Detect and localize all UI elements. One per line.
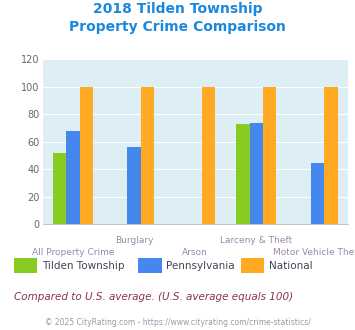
- Text: Compared to U.S. average. (U.S. average equals 100): Compared to U.S. average. (U.S. average …: [14, 292, 293, 302]
- Text: All Property Crime: All Property Crime: [32, 248, 114, 257]
- Bar: [127, 148, 141, 224]
- Bar: [202, 87, 215, 224]
- Text: Arson: Arson: [182, 248, 208, 257]
- Text: Tilden Township: Tilden Township: [42, 261, 124, 271]
- Text: National: National: [269, 261, 313, 271]
- Text: Burglary: Burglary: [115, 236, 153, 245]
- Bar: [250, 123, 263, 224]
- Text: Motor Vehicle Theft: Motor Vehicle Theft: [273, 248, 355, 257]
- Bar: [80, 87, 93, 224]
- Text: Pennsylvania: Pennsylvania: [166, 261, 235, 271]
- Text: © 2025 CityRating.com - https://www.cityrating.com/crime-statistics/: © 2025 CityRating.com - https://www.city…: [45, 318, 310, 327]
- Bar: [236, 124, 250, 224]
- Bar: [263, 87, 277, 224]
- Text: 2018 Tilden Township: 2018 Tilden Township: [93, 2, 262, 16]
- Bar: [66, 131, 80, 224]
- Text: Larceny & Theft: Larceny & Theft: [220, 236, 293, 245]
- Text: Property Crime Comparison: Property Crime Comparison: [69, 20, 286, 34]
- Bar: [311, 162, 324, 224]
- Bar: [324, 87, 338, 224]
- Bar: [141, 87, 154, 224]
- Bar: [53, 153, 66, 224]
